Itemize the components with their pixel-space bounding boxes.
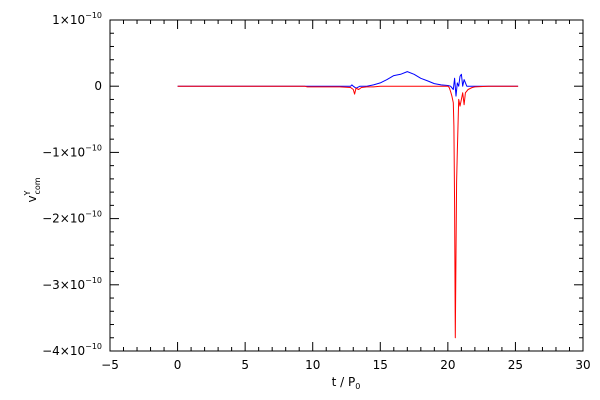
axis-ticks: [109, 19, 584, 352]
x-axis-label: t / P0: [332, 375, 361, 391]
series-line-1: [177, 71, 519, 97]
y-tick-labels: 1×10−10 0 −1×10−10 −2×10−10 −3×10−10 −4×10−10: [42, 11, 102, 358]
y-tick-label: 1×10−10: [52, 11, 102, 27]
y-axis-label: vYcom: [23, 177, 42, 202]
y-tick-label: −4×10−10: [42, 342, 102, 358]
x-axis-label-subscript: 0: [355, 382, 360, 391]
plot-frame: [109, 19, 584, 352]
x-tick-label: 20: [440, 358, 455, 372]
x-tick-labels: −5 0 5 10 15 20 25 30: [101, 358, 590, 372]
data-series: [177, 71, 519, 339]
x-tick-label: 25: [508, 358, 523, 372]
y-axis-label-subscript: com: [33, 177, 42, 194]
x-tick-label: 30: [575, 358, 590, 372]
y-tick-label: −2×10−10: [42, 210, 102, 226]
x-tick-label: 0: [174, 358, 182, 372]
x-tick-label: 5: [241, 358, 249, 372]
x-tick-label: 10: [305, 358, 320, 372]
x-tick-label: 15: [373, 358, 388, 372]
series-line-2: [177, 85, 519, 339]
y-tick-label: 0: [94, 79, 102, 93]
x-tick-label: −5: [101, 358, 119, 372]
y-tick-label: −3×10−10: [42, 276, 102, 292]
y-axis-label-superscript: Y: [23, 190, 32, 196]
y-tick-label: −1×10−10: [42, 143, 102, 159]
